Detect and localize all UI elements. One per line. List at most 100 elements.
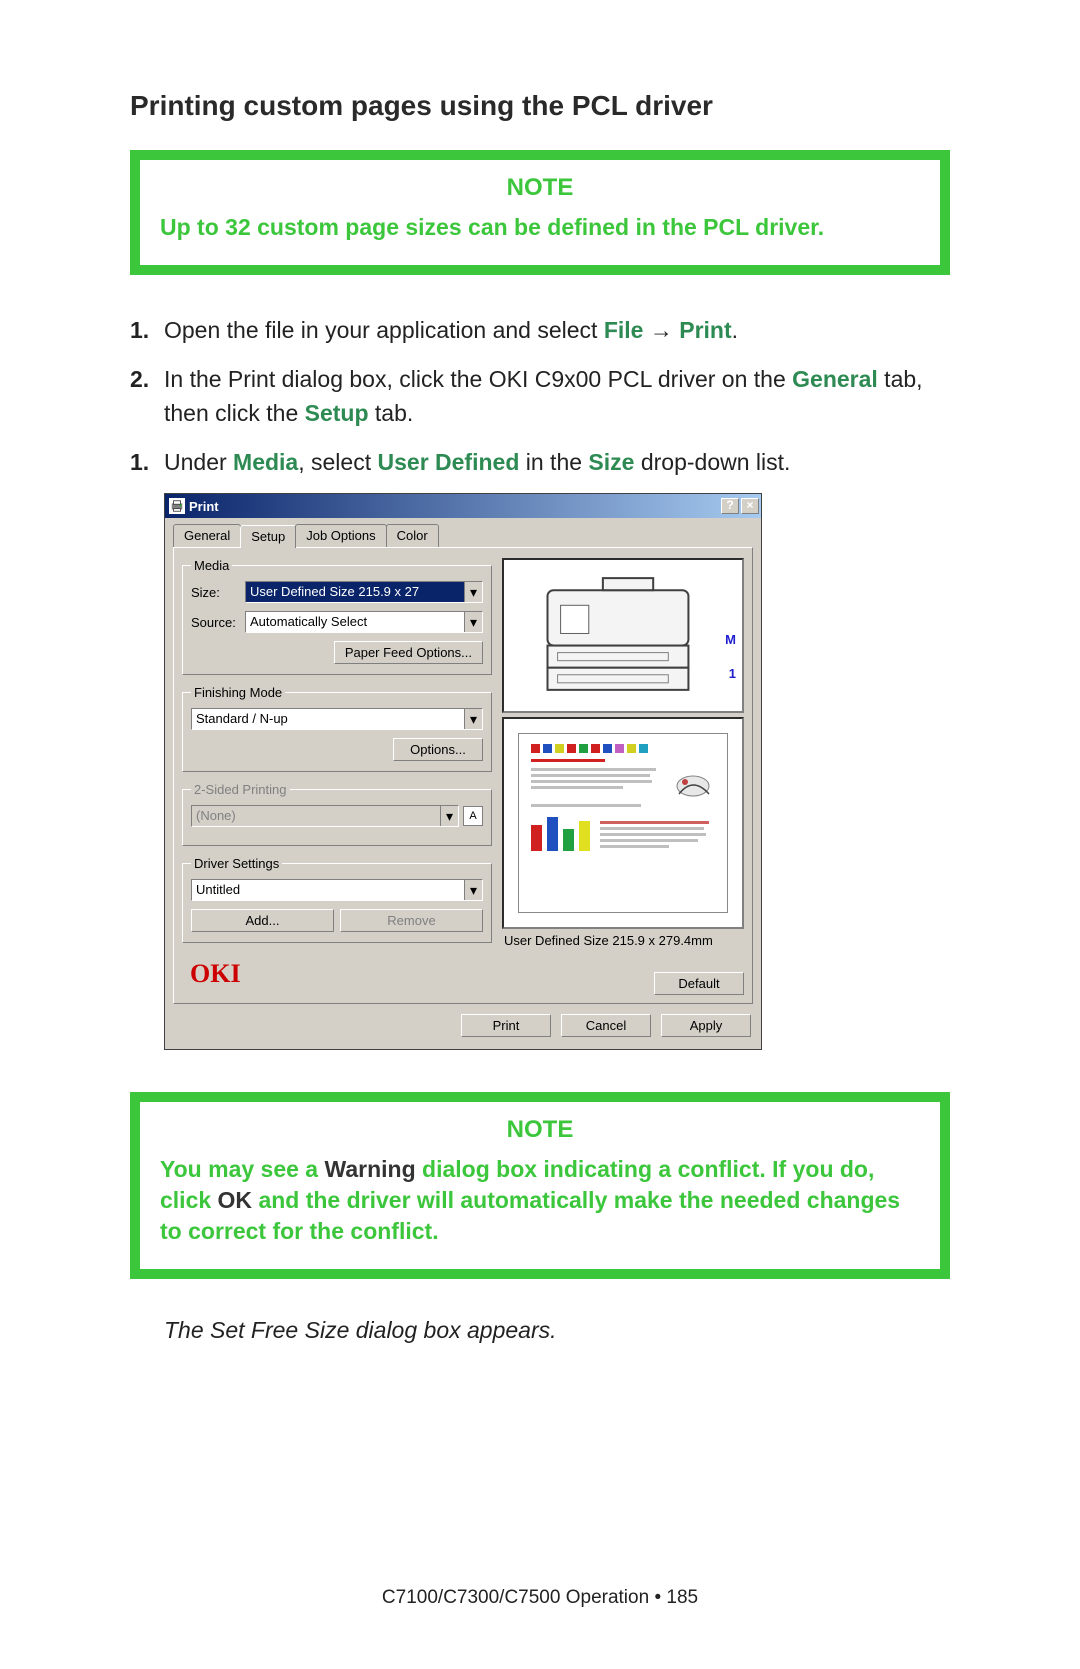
note-box-2: NOTE You may see a Warning dialog box in… [130, 1092, 950, 1279]
text: Open the file in your application and se… [164, 317, 604, 343]
size-dropdown[interactable]: User Defined Size 215.9 x 27 ▾ [245, 581, 483, 603]
step-text: In the Print dialog box, click the OKI C… [164, 362, 950, 431]
preview-caption: User Defined Size 215.9 x 279.4mm [502, 933, 744, 948]
user-defined-ref: User Defined [378, 449, 520, 475]
tab-setup[interactable]: Setup [240, 525, 296, 548]
chevron-down-icon[interactable]: ▾ [464, 582, 482, 602]
source-value: Automatically Select [246, 612, 464, 632]
tab-general-ref: General [792, 366, 878, 392]
source-dropdown[interactable]: Automatically Select ▾ [245, 611, 483, 633]
page-title: Printing custom pages using the PCL driv… [130, 90, 950, 122]
preview-text-lines [531, 768, 663, 800]
finishing-value: Standard / N-up [192, 709, 464, 729]
step-number: 1. [130, 445, 164, 480]
print-dialog: Print ? × General Setup Job Options Colo… [164, 493, 762, 1050]
preview-image [671, 768, 715, 800]
text: tab. [369, 400, 414, 426]
help-button[interactable]: ? [721, 498, 739, 514]
default-button[interactable]: Default [654, 972, 744, 995]
arrow: → [643, 317, 679, 343]
result-text: The Set Free Size dialog box appears. [164, 1317, 950, 1344]
dialog-buttons: Print Cancel Apply [165, 1004, 761, 1049]
printer-illustration: M 1 [502, 558, 744, 713]
two-sided-dropdown: (None) ▾ [191, 805, 459, 827]
steps-list: 1. Open the file in your application and… [130, 313, 950, 479]
finishing-dropdown[interactable]: Standard / N-up ▾ [191, 708, 483, 730]
preview-text-lines [600, 821, 715, 851]
source-label: Source: [191, 615, 245, 630]
note-box-1: NOTE Up to 32 custom page sizes can be d… [130, 150, 950, 275]
setup-panel: Media Size: User Defined Size 215.9 x 27… [173, 547, 753, 1004]
menu-print: Print [679, 317, 731, 343]
preview-dot [603, 744, 612, 753]
preview-dot [615, 744, 624, 753]
titlebar: Print ? × [165, 494, 761, 518]
driver-value: Untitled [192, 880, 464, 900]
tab-color[interactable]: Color [386, 524, 439, 547]
preview-dot [567, 744, 576, 753]
note-label: NOTE [160, 1116, 920, 1144]
printer-icon [169, 498, 185, 514]
media-group: Media Size: User Defined Size 215.9 x 27… [182, 558, 492, 675]
apply-button[interactable]: Apply [661, 1014, 751, 1037]
close-button[interactable]: × [741, 498, 759, 514]
preview-dots [531, 744, 715, 753]
driver-legend: Driver Settings [191, 856, 282, 871]
step-3: 1. Under Media, select User Defined in t… [130, 445, 950, 480]
tab-job-options[interactable]: Job Options [295, 524, 386, 547]
finishing-options-button[interactable]: Options... [393, 738, 483, 761]
tabs: General Setup Job Options Color [165, 518, 761, 547]
chevron-down-icon[interactable]: ▾ [464, 709, 482, 729]
preview-dot [639, 744, 648, 753]
page-footer: C7100/C7300/C7500 Operation • 185 [0, 1587, 1080, 1609]
printer-label-1: 1 [729, 666, 736, 681]
step-number: 1. [130, 313, 164, 348]
finishing-group: Finishing Mode Standard / N-up ▾ Options… [182, 685, 492, 772]
text: In the Print dialog box, click the OKI C… [164, 366, 792, 392]
step-2: 2. In the Print dialog box, click the OK… [130, 362, 950, 431]
note-text: Up to 32 custom page sizes can be define… [160, 212, 920, 243]
text: . [732, 317, 738, 343]
media-legend: Media [191, 558, 232, 573]
finishing-legend: Finishing Mode [191, 685, 285, 700]
add-button[interactable]: Add... [191, 909, 334, 932]
chevron-down-icon[interactable]: ▾ [464, 880, 482, 900]
note-text: You may see a Warning dialog box indicat… [160, 1154, 920, 1247]
menu-file: File [604, 317, 644, 343]
size-label: Size: [191, 585, 245, 600]
dialog-title: Print [189, 499, 721, 514]
note-label: NOTE [160, 174, 920, 202]
preview-dot [543, 744, 552, 753]
driver-dropdown[interactable]: Untitled ▾ [191, 879, 483, 901]
two-sided-value: (None) [192, 806, 440, 826]
chevron-down-icon[interactable]: ▾ [464, 612, 482, 632]
step-number: 2. [130, 362, 164, 431]
ok-ref: OK [211, 1187, 258, 1213]
printer-label-m: M [725, 632, 736, 647]
preview-dot [627, 744, 636, 753]
text: You may see a [160, 1156, 318, 1182]
warning-ref: Warning [318, 1156, 422, 1182]
text: Under [164, 449, 233, 475]
page-preview [502, 717, 744, 929]
paper-feed-options-button[interactable]: Paper Feed Options... [334, 641, 483, 664]
media-ref: Media [233, 449, 298, 475]
text: , select [298, 449, 377, 475]
print-button[interactable]: Print [461, 1014, 551, 1037]
preview-dot [591, 744, 600, 753]
preview-dot [579, 744, 588, 753]
preview-bar [563, 829, 574, 851]
orientation-icon: A [463, 806, 483, 826]
preview-line [531, 759, 605, 762]
preview-dot [531, 744, 540, 753]
tab-general[interactable]: General [173, 524, 241, 547]
tab-setup-ref: Setup [305, 400, 369, 426]
driver-settings-group: Driver Settings Untitled ▾ Add... Remove [182, 856, 492, 943]
step-text: Open the file in your application and se… [164, 313, 950, 348]
step-text: Under Media, select User Defined in the … [164, 445, 950, 480]
cancel-button[interactable]: Cancel [561, 1014, 651, 1037]
text: and the driver will automatically make t… [160, 1187, 900, 1244]
step-1: 1. Open the file in your application and… [130, 313, 950, 348]
preview-bar [579, 821, 590, 851]
preview-bar [531, 825, 542, 851]
